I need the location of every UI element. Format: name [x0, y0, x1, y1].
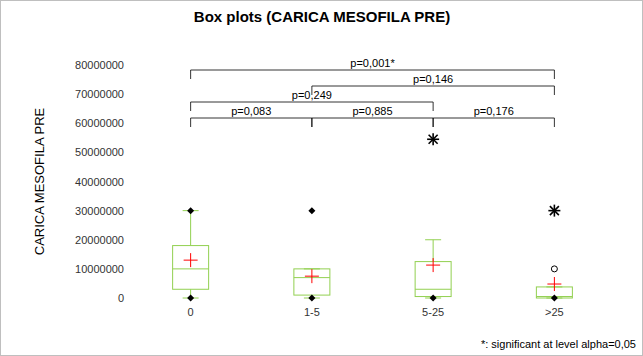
- comparison-bracket: [191, 102, 434, 111]
- y-tick: [127, 152, 130, 153]
- p-value-label: p=0,249: [292, 89, 332, 101]
- y-tick-label: 70000000: [75, 88, 124, 100]
- mean: [426, 258, 440, 272]
- footnote: *: significant at level alpha=0,05: [481, 338, 636, 350]
- mean: [547, 277, 561, 291]
- comparison-bracket: [191, 118, 312, 127]
- y-tick-label: 80000000: [75, 59, 124, 71]
- median: [173, 268, 209, 269]
- title: Box plots (CARICA MESOFILA PRE): [194, 8, 450, 25]
- star-d2: [550, 206, 559, 215]
- min-max-marker: [551, 295, 558, 302]
- whisker-cap-high: [425, 239, 441, 240]
- mean-v: [311, 269, 312, 283]
- y-tick-label: 50000000: [75, 146, 124, 158]
- y-tick: [127, 65, 130, 66]
- y-tick-label: 20000000: [75, 234, 124, 246]
- y-tick: [127, 298, 130, 299]
- y-tick: [127, 123, 130, 124]
- y-tick: [127, 268, 130, 269]
- p-value-label: p=0,885: [352, 105, 392, 117]
- min-max-marker: [308, 207, 315, 214]
- mean-v: [190, 253, 191, 267]
- whisker-high: [190, 211, 191, 246]
- median: [415, 289, 451, 290]
- box: [173, 246, 209, 290]
- comparison-bracket: [312, 118, 433, 127]
- extreme-outlier: [427, 133, 439, 145]
- x-tick-label: 1-5: [304, 306, 320, 318]
- p-value-label: p=0,083: [231, 105, 271, 117]
- y-axis-title: CARICA MESOFILA PRE: [32, 107, 47, 255]
- comparison-bracket: [312, 86, 555, 95]
- mean: [184, 253, 198, 267]
- y-tick: [127, 181, 130, 182]
- p-value-label: p=0,176: [474, 105, 514, 117]
- y-tick: [127, 94, 130, 95]
- extreme-outlier: [548, 205, 560, 217]
- box: [294, 269, 330, 295]
- p-value-label: p=0,146: [413, 73, 453, 85]
- p-value-label: p=0,001*: [350, 57, 395, 69]
- star-d1: [550, 206, 559, 215]
- min-max-marker: [187, 295, 194, 302]
- mean: [305, 269, 319, 283]
- chart: Box plots (CARICA MESOFILA PRE) CARICA ME…: [0, 0, 643, 356]
- min-max-marker: [308, 295, 315, 302]
- y-tick-label: 10000000: [75, 263, 124, 275]
- y-tick-label: 40000000: [75, 176, 124, 188]
- min-max-marker: [430, 295, 437, 302]
- y-tick-label: 60000000: [75, 117, 124, 129]
- y-tick-label: 30000000: [75, 205, 124, 217]
- min-max-marker: [187, 207, 194, 214]
- comparison-bracket: [191, 70, 555, 79]
- outlier: [551, 266, 557, 272]
- x-tick-label: >25: [545, 306, 564, 318]
- y-tick: [127, 239, 130, 240]
- x-tick-label: 0: [188, 306, 194, 318]
- y-tick-label: 0: [118, 292, 124, 304]
- plot-area: [173, 133, 573, 301]
- y-tick: [127, 210, 130, 211]
- comparison-bracket: [433, 118, 554, 127]
- star-d1: [429, 135, 438, 144]
- mean-v: [554, 277, 555, 291]
- star-d2: [429, 135, 438, 144]
- x-tick-label: 5-25: [422, 306, 444, 318]
- mean-v: [433, 258, 434, 272]
- frame: [1, 1, 643, 356]
